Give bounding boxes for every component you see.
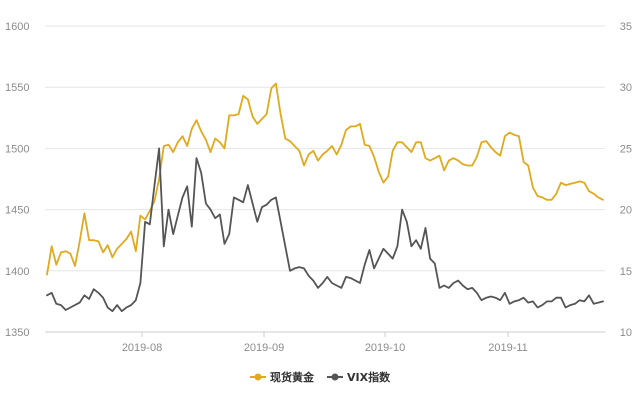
right-tick-label: 30 [620, 82, 632, 94]
x-tick-label: 2019-10 [365, 342, 405, 354]
left-tick-label: 1400 [5, 266, 29, 278]
grid-lines [45, 25, 605, 272]
right-tick-label: 25 [620, 143, 632, 155]
left-tick-label: 1350 [5, 327, 29, 339]
x-tick-label: 2019-11 [488, 342, 528, 354]
legend-item-gold[interactable]: 现货黄金 [250, 370, 315, 384]
x-tick-label: 2019-08 [122, 342, 162, 354]
legend-gold-marker [254, 373, 262, 381]
legend[interactable]: 现货黄金 VIX指数 [250, 370, 391, 384]
right-tick-label: 20 [620, 205, 632, 217]
right-axis-ticks: 10 15 20 25 30 35 [620, 21, 632, 339]
left-tick-label: 1450 [5, 205, 29, 217]
series-line-gold [46, 82, 604, 276]
left-axis-ticks: 1350 1400 1450 1500 1550 1600 [5, 21, 29, 339]
x-axis-ticks: 2019-08 2019-09 2019-10 2019-11 [122, 332, 528, 354]
x-tick-label: 2019-09 [244, 342, 284, 354]
right-tick-label: 10 [620, 327, 632, 339]
left-tick-label: 1550 [5, 82, 29, 94]
legend-item-vix[interactable]: VIX指数 [327, 370, 391, 384]
legend-gold-label: 现货黄金 [270, 370, 315, 384]
right-tick-label: 35 [620, 21, 632, 33]
legend-vix-marker [331, 373, 339, 381]
legend-vix-label: VIX指数 [347, 370, 391, 384]
left-tick-label: 1500 [5, 143, 29, 155]
series-layer [46, 82, 604, 313]
right-tick-label: 15 [620, 266, 632, 278]
series-line-vix [46, 147, 604, 313]
left-tick-label: 1600 [5, 21, 29, 33]
